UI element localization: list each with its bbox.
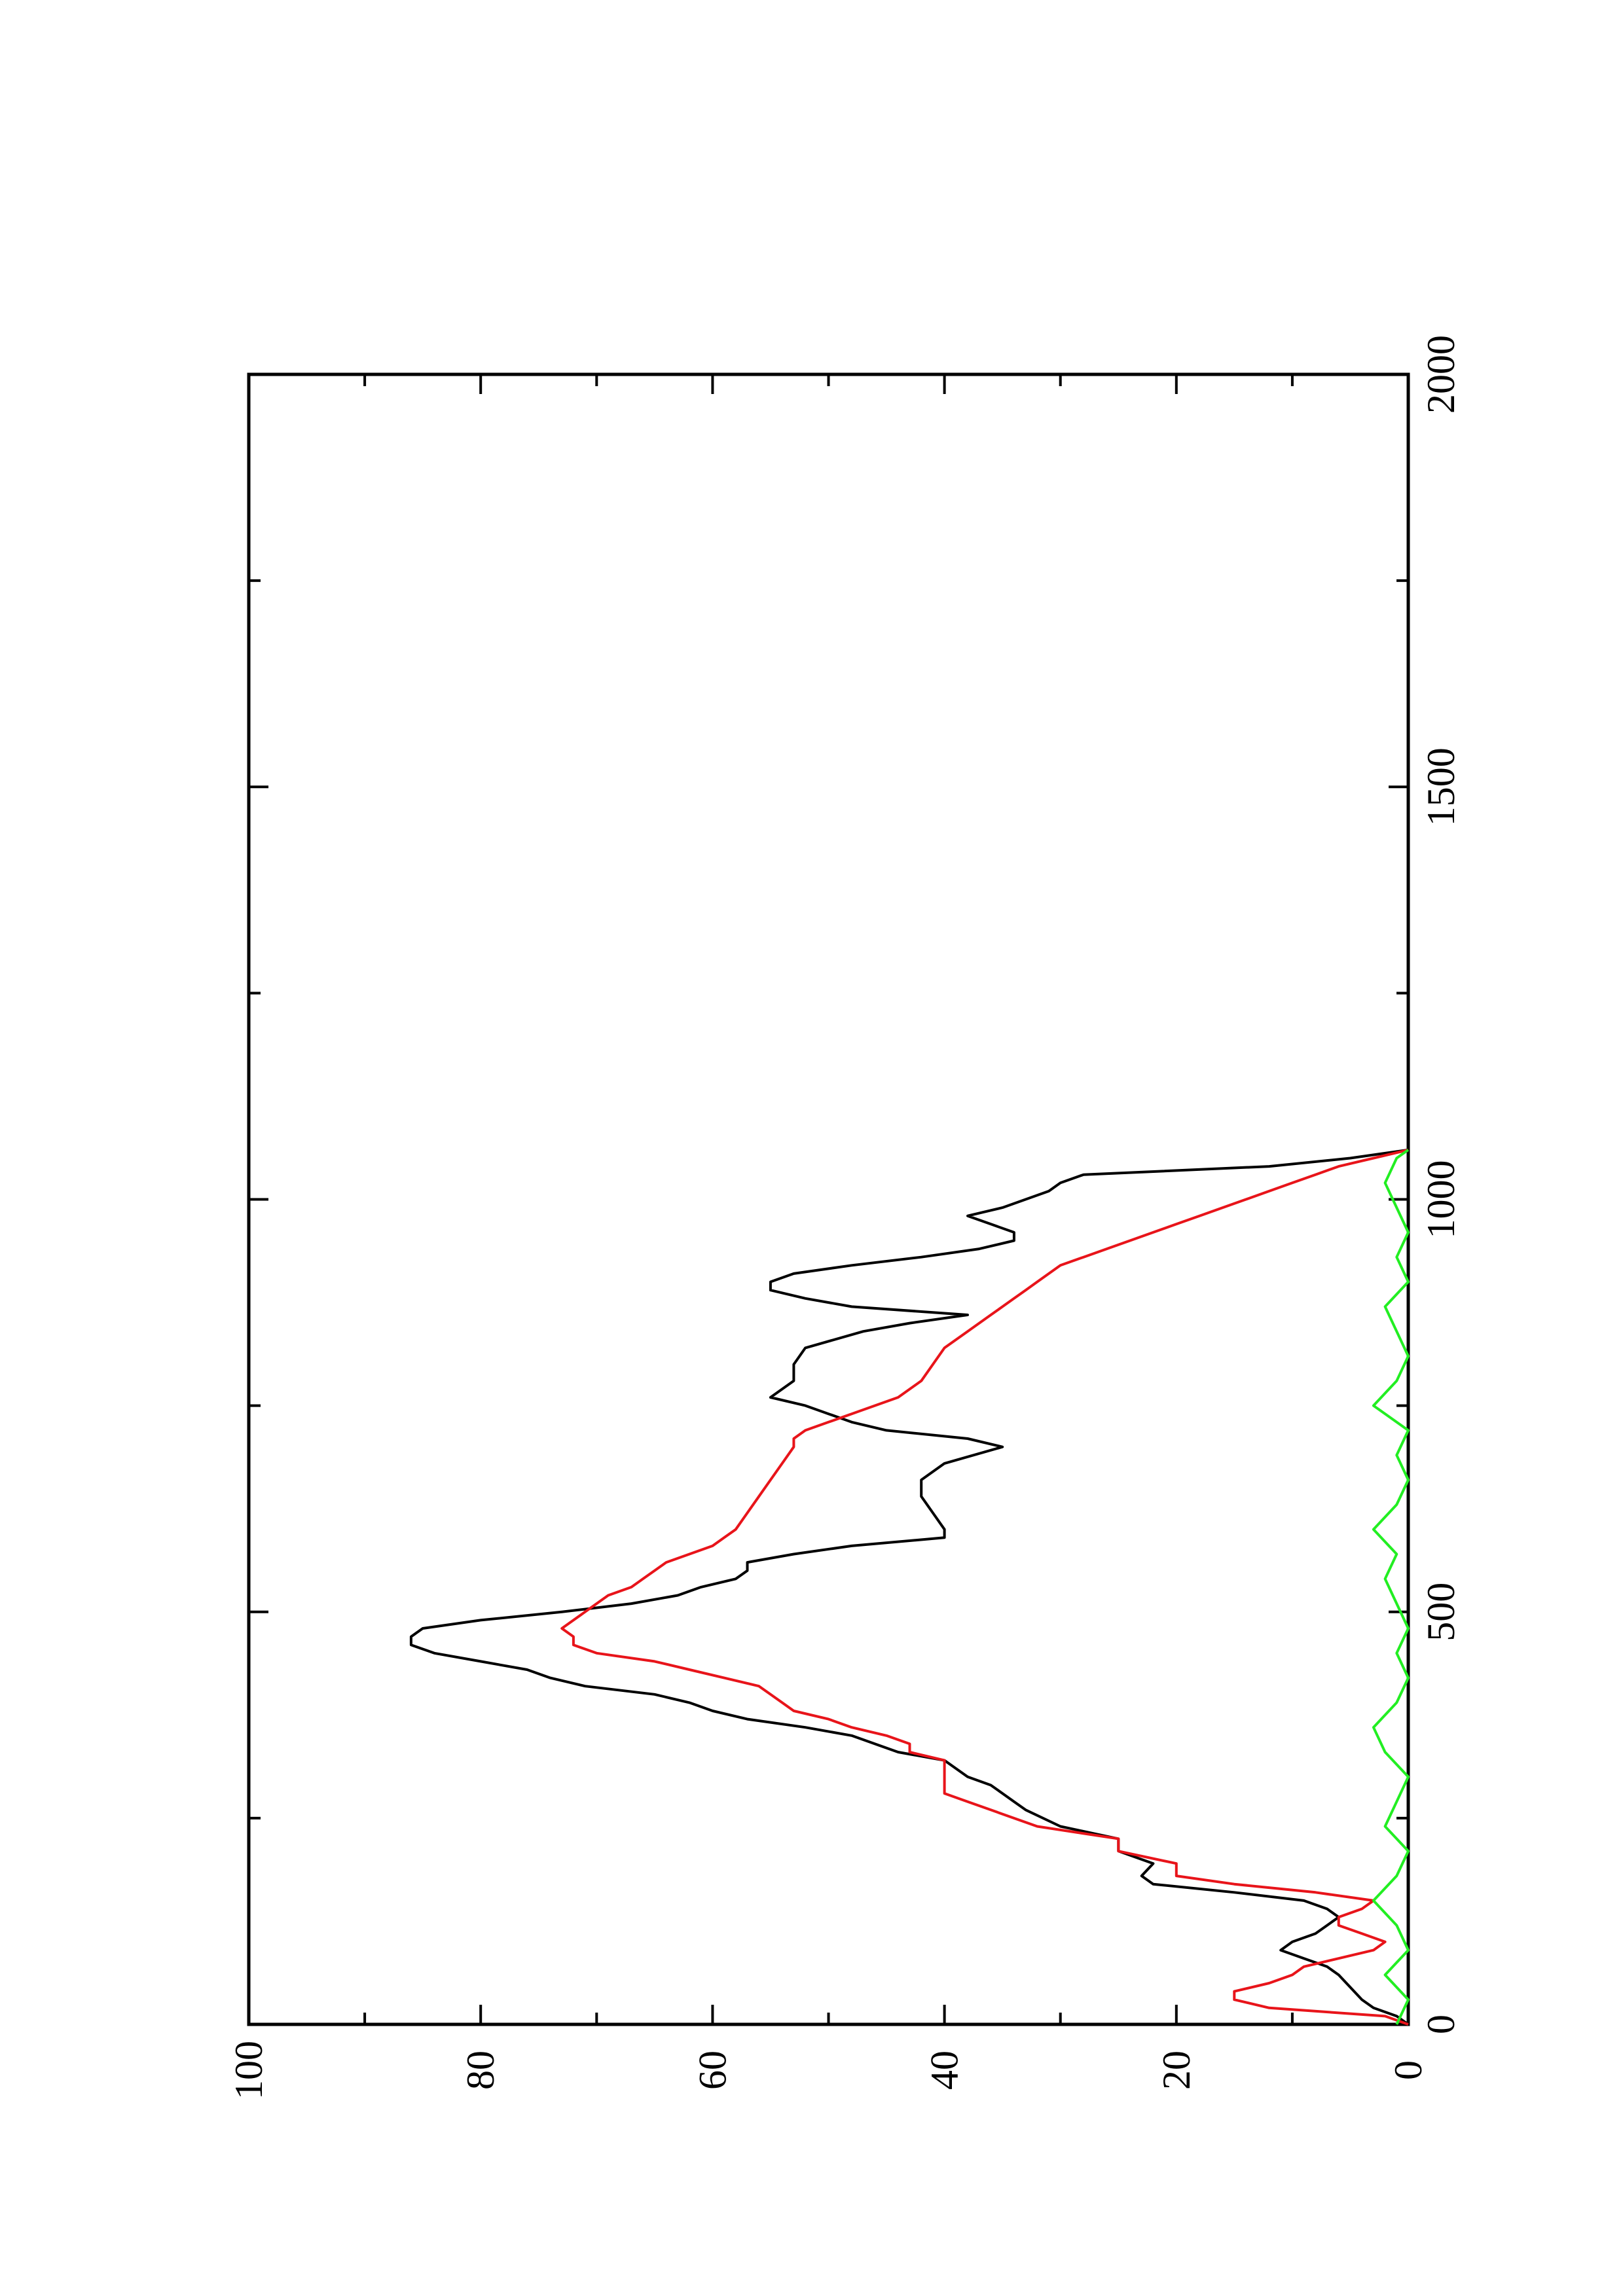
y-tick-label: 20 bbox=[1155, 2051, 1198, 2090]
tick-labels: 0 500 1000 1500 2000 0 20 40 60 80 100 bbox=[227, 335, 1463, 2100]
axis-ticks bbox=[247, 373, 1410, 2026]
y-tick-label: 80 bbox=[459, 2051, 502, 2090]
x-tick-label: 500 bbox=[1419, 1583, 1463, 1641]
x-tick-label: 1500 bbox=[1419, 747, 1463, 826]
x-tick-label: 2000 bbox=[1419, 335, 1463, 414]
plot-frame bbox=[247, 372, 1410, 2026]
y-tick-label: 60 bbox=[691, 2051, 734, 2090]
y-tick-label: 40 bbox=[923, 2051, 966, 2090]
x-tick-label: 0 bbox=[1419, 2015, 1463, 2034]
series-group bbox=[409, 1148, 1410, 2026]
series-line-0 bbox=[409, 1148, 1410, 2026]
series-line-2 bbox=[1372, 1149, 1410, 2025]
x-tick-label: 1000 bbox=[1419, 1160, 1463, 1239]
series-line-1 bbox=[560, 1148, 1409, 2026]
y-tick-label: 0 bbox=[1387, 2060, 1430, 2080]
y-tick-label: 100 bbox=[227, 2041, 270, 2100]
